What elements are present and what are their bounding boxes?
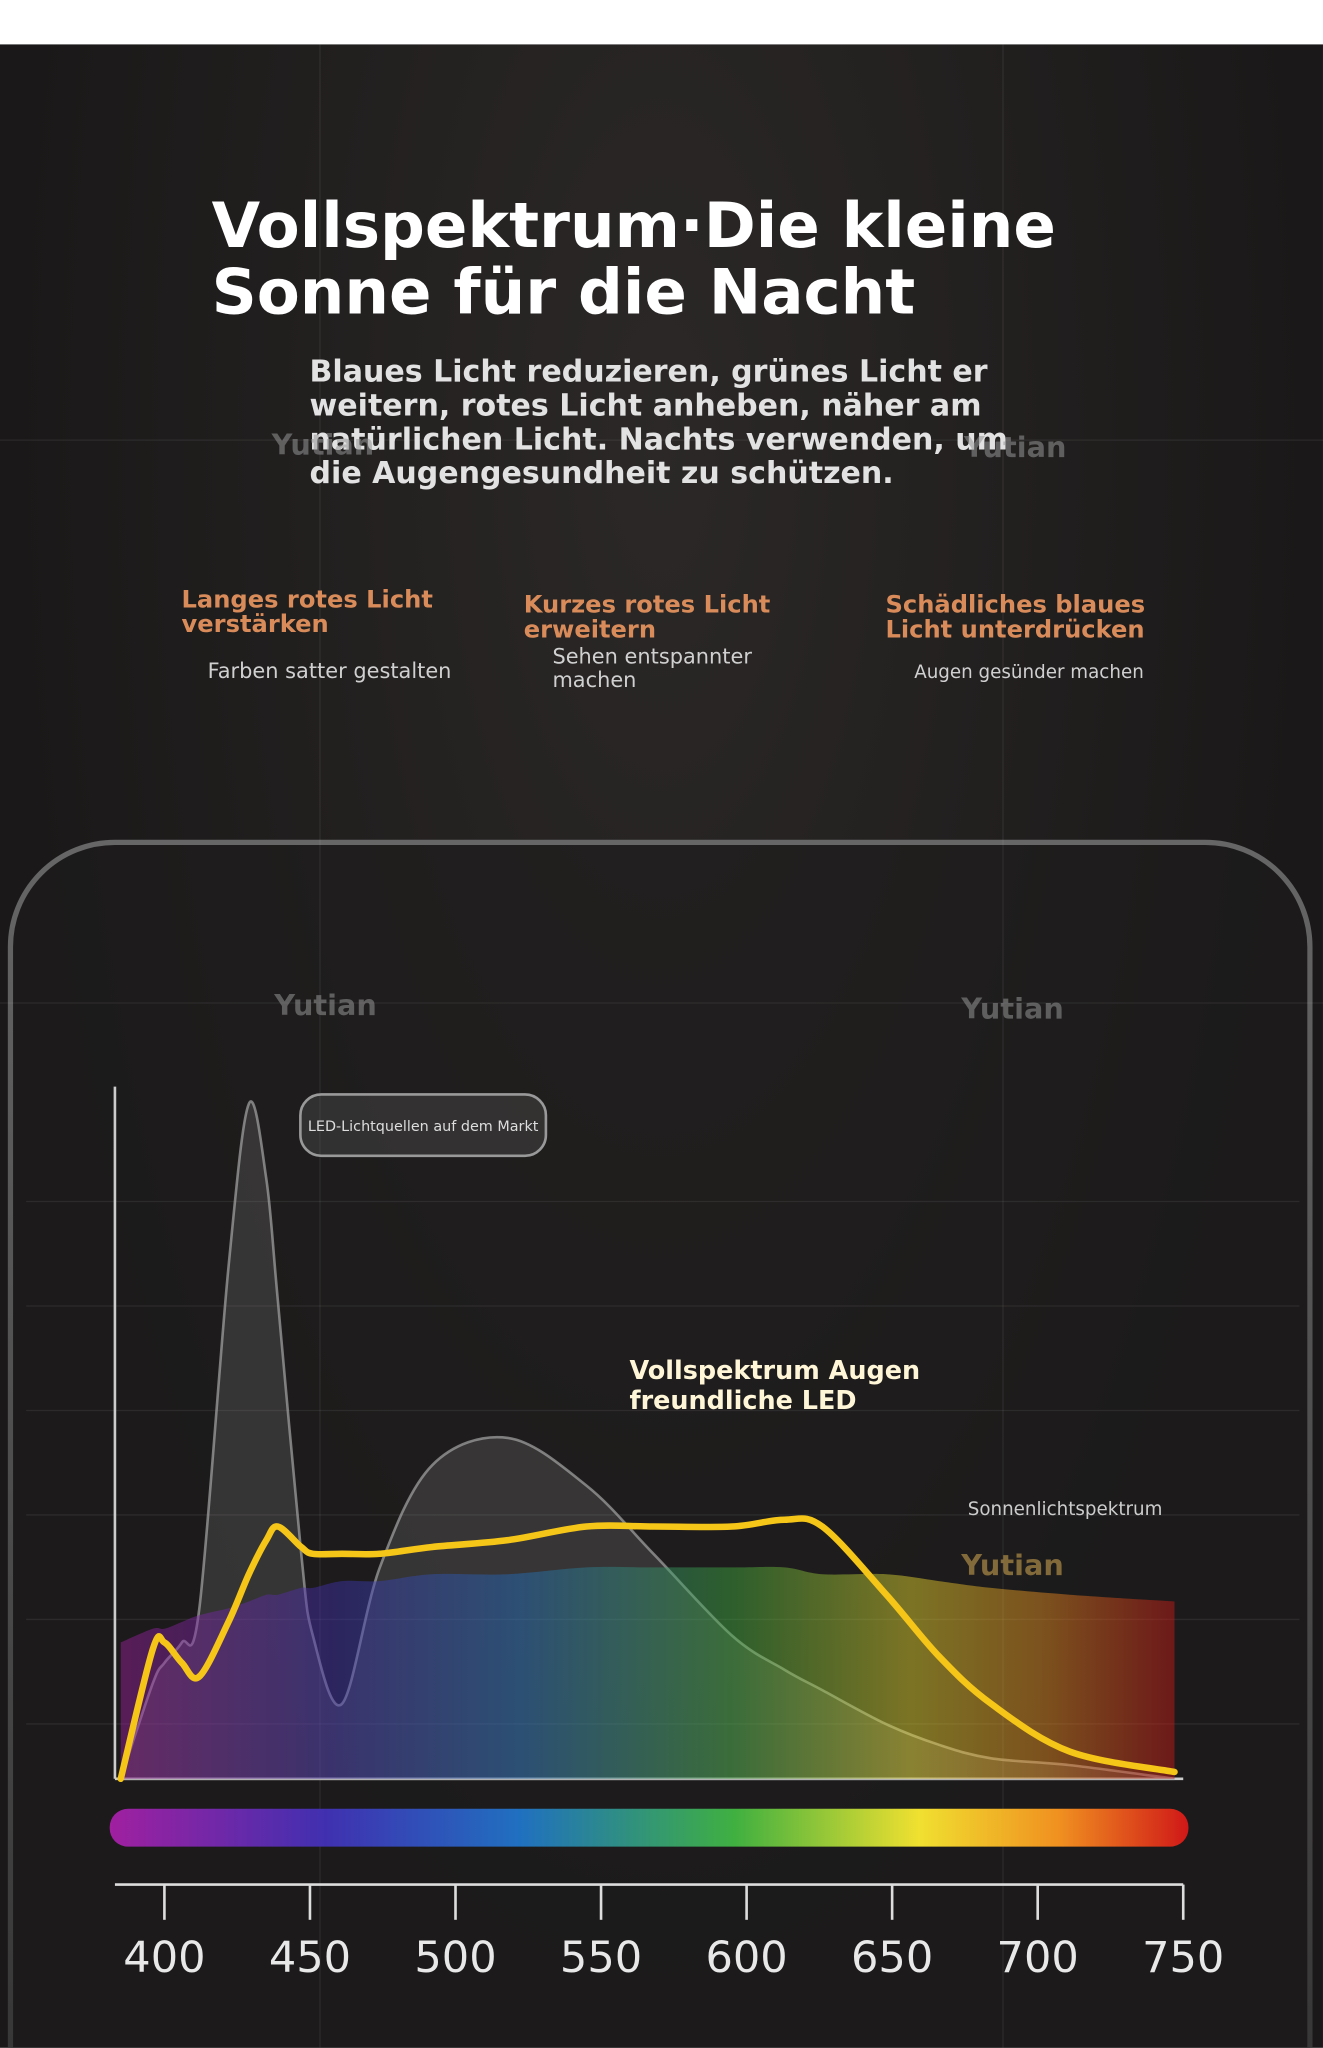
legend-pill xyxy=(299,1093,548,1158)
legend-led-market: LED-Lichtquellen auf dem Markt xyxy=(308,1119,539,1135)
watermark: Yutian xyxy=(271,429,375,463)
watermark: Yutian xyxy=(963,432,1067,465)
legend-sunlight: Sonnenlichtspektrum xyxy=(968,1499,1163,1520)
x-tick-label: 400 xyxy=(123,1933,205,1983)
x-tick-label: 600 xyxy=(705,1933,787,1983)
full-spectrum-line xyxy=(117,1515,1178,1783)
feature-title: Schädliches blaues Licht unterdrücken xyxy=(885,591,1146,644)
x-tick-label: 450 xyxy=(269,1933,351,1983)
x-tick-label: 700 xyxy=(997,1933,1079,1983)
sunlight-area xyxy=(120,1566,1175,1779)
watermark: Yutian xyxy=(961,993,1064,1027)
legend-full-spectrum: Vollspektrum Augenfreundliche LED xyxy=(629,1355,921,1416)
x-tick-label: 550 xyxy=(560,1933,642,1983)
feature-title: Langes rotes Licht verstärken xyxy=(181,586,433,639)
watermark: Yutian xyxy=(961,1550,1064,1583)
x-tick-label: 650 xyxy=(851,1933,933,1983)
x-tick-label: 750 xyxy=(1142,1933,1224,1983)
watermark: Yutian xyxy=(274,989,377,1023)
feature-title: Kurzes rotes Licht erweitern xyxy=(523,591,771,644)
spectrum-bar xyxy=(109,1808,1189,1847)
x-tick-label: 500 xyxy=(414,1933,496,1983)
subtitle: Blaues Licht reduzieren, grünes Licht er… xyxy=(309,355,1008,492)
chart-frame xyxy=(7,839,1313,2048)
feature-text: Farben satter gestalten xyxy=(207,658,452,684)
feature-text: Augen gesünder machen xyxy=(914,662,1144,684)
feature-text: Sehen entspannter machen xyxy=(552,643,752,693)
title: Vollspektrum·Die kleine Sonne für die Na… xyxy=(211,189,1056,330)
